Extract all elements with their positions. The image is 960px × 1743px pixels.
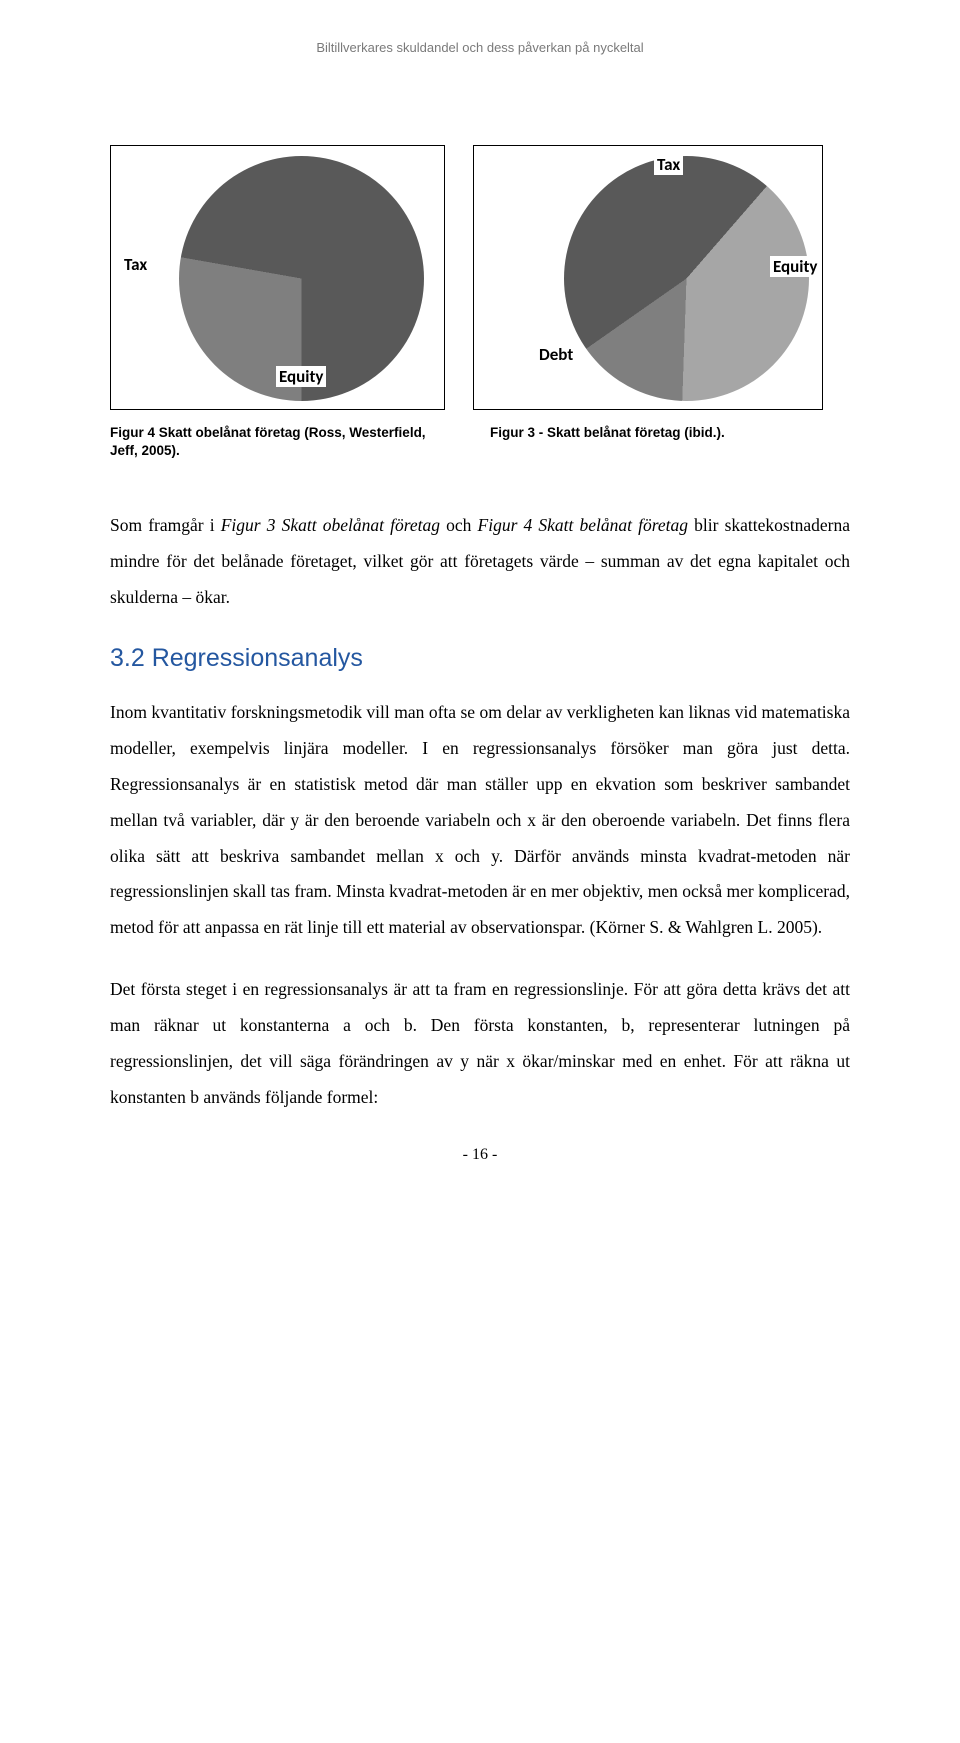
pie-right-debt-label: Debt (536, 344, 576, 365)
regression-paragraph-1: Inom kvantitativ forskningsmetodik vill … (110, 695, 850, 946)
pie-right-tax-label: Tax (654, 154, 683, 175)
running-header: Biltillverkares skuldandel och dess påve… (110, 40, 850, 55)
figure-4-box: Tax Equity (110, 145, 445, 410)
intro-paragraph: Som framgår i Figur 3 Skatt obelånat för… (110, 508, 850, 616)
caption-row: Figur 4 Skatt obelånat företag (Ross, We… (110, 424, 850, 460)
pie-right-equity-label: Equity (770, 256, 820, 277)
pie-unlevered (179, 156, 424, 401)
section-heading-3-2: 3.2 Regressionsanalys (110, 644, 850, 673)
page-number: - 16 - (110, 1146, 850, 1164)
pie-levered (564, 156, 809, 401)
caption-figure-3: Figur 3 - Skatt belånat företag (ibid.). (490, 424, 820, 460)
pie-left-equity-label: Equity (276, 366, 326, 387)
caption-figure-4: Figur 4 Skatt obelånat företag (Ross, We… (110, 424, 440, 460)
figure-3-box: Tax Equity Debt (473, 145, 823, 410)
figures-row: Tax Equity Tax Equity Debt (110, 145, 850, 410)
regression-paragraph-2: Det första steget i en regressionsanalys… (110, 972, 850, 1116)
pie-left-tax-label: Tax (121, 254, 150, 275)
